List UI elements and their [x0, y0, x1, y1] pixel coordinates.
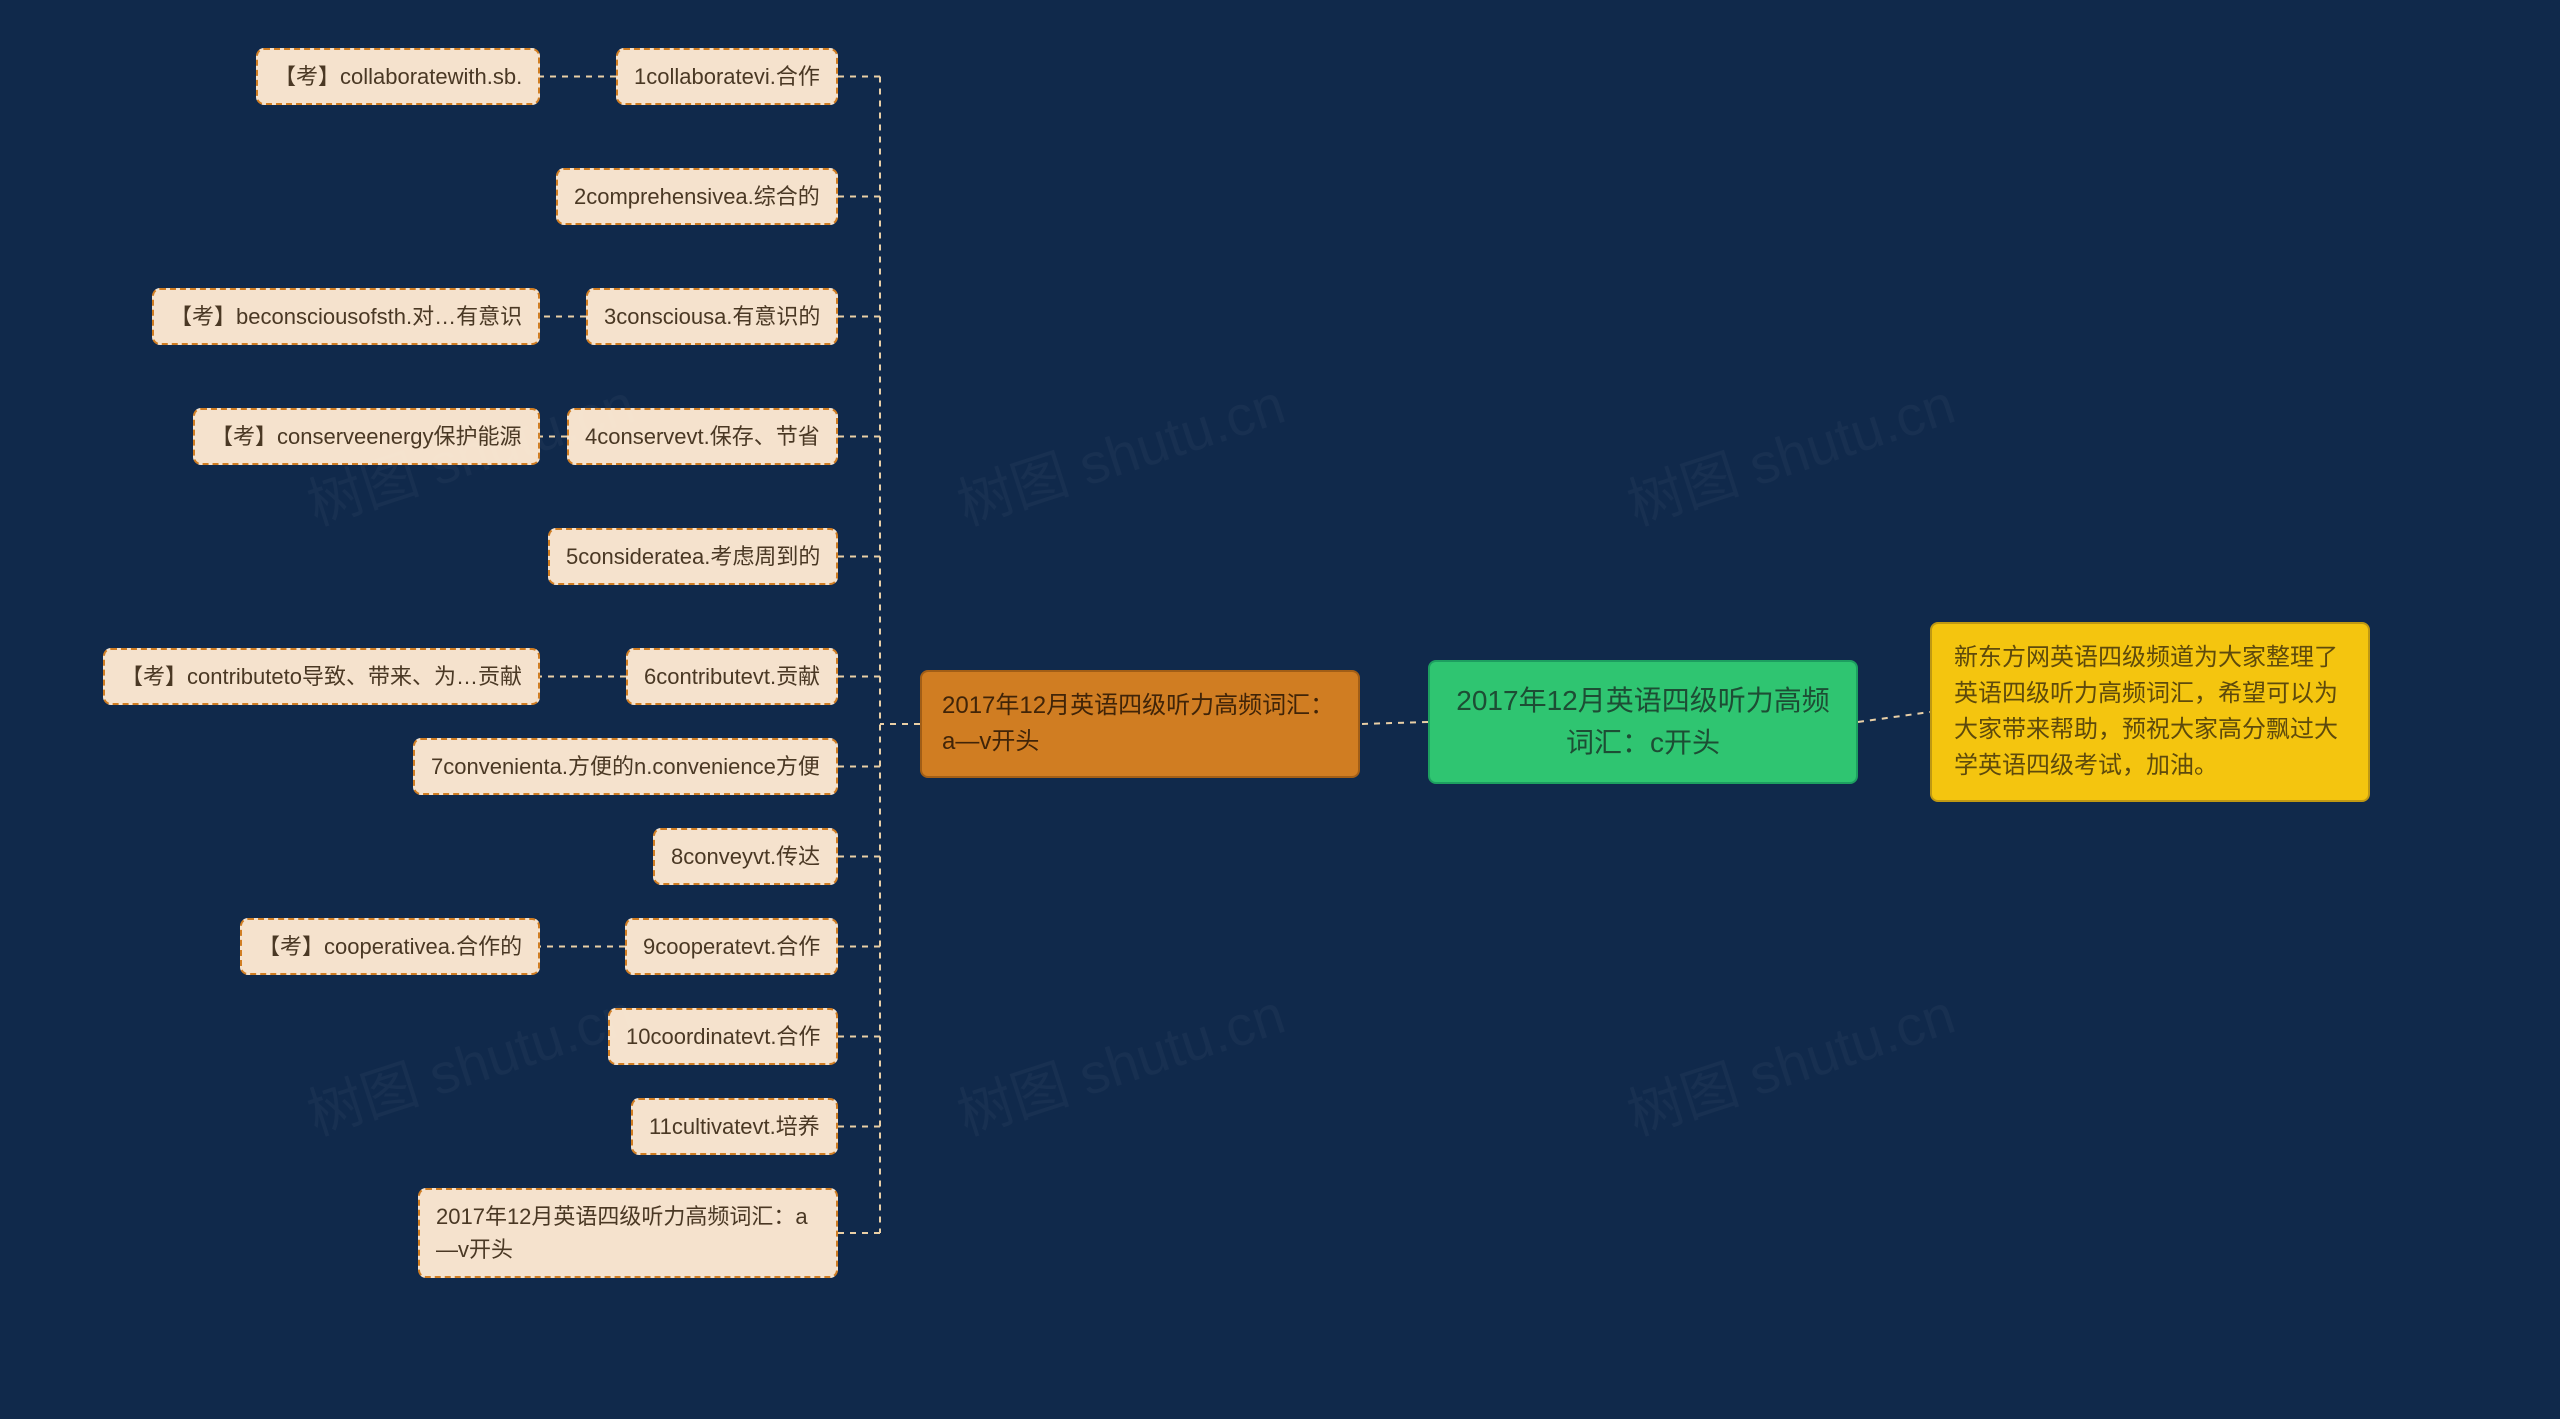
leaf-node[interactable]: 10coordinatevt.合作	[608, 1008, 838, 1065]
leaf-node[interactable]: 6contributevt.贡献	[626, 648, 838, 705]
mindmap-root[interactable]: 2017年12月英语四级听力高频词汇：c开头	[1428, 660, 1858, 784]
watermark: 树图 shutu.cn	[296, 970, 644, 1152]
leaf-node[interactable]: 5consideratea.考虑周到的	[548, 528, 838, 585]
watermark: 树图 shutu.cn	[946, 360, 1294, 542]
subleaf-node[interactable]: 【考】cooperativea.合作的	[240, 918, 540, 975]
left-branch[interactable]: 2017年12月英语四级听力高频词汇：a—v开头	[920, 670, 1360, 778]
leaf-node[interactable]: 3consciousa.有意识的	[586, 288, 838, 345]
leaf-node[interactable]: 11cultivatevt.培养	[631, 1098, 838, 1155]
leaf-node[interactable]: 8conveyvt.传达	[653, 828, 838, 885]
subleaf-node[interactable]: 【考】conserveenergy保护能源	[193, 408, 540, 465]
watermark: 树图 shutu.cn	[946, 970, 1294, 1152]
leaf-node[interactable]: 1collaboratevi.合作	[616, 48, 838, 105]
leaf-node[interactable]: 7convenienta.方便的n.convenience方便	[413, 738, 838, 795]
watermark: 树图 shutu.cn	[1616, 970, 1964, 1152]
leaf-node[interactable]: 2comprehensivea.综合的	[556, 168, 838, 225]
subleaf-node[interactable]: 【考】beconsciousofsth.对…有意识	[152, 288, 540, 345]
subleaf-node[interactable]: 【考】contributeto导致、带来、为…贡献	[103, 648, 540, 705]
subleaf-node[interactable]: 【考】collaboratewith.sb.	[256, 48, 540, 105]
leaf-node[interactable]: 4conservevt.保存、节省	[567, 408, 838, 465]
root-description[interactable]: 新东方网英语四级频道为大家整理了英语四级听力高频词汇，希望可以为大家带来帮助，预…	[1930, 622, 2370, 802]
watermark: 树图 shutu.cn	[1616, 360, 1964, 542]
leaf-node[interactable]: 9cooperatevt.合作	[625, 918, 838, 975]
leaf-node[interactable]: 2017年12月英语四级听力高频词汇：a—v开头	[418, 1188, 838, 1278]
